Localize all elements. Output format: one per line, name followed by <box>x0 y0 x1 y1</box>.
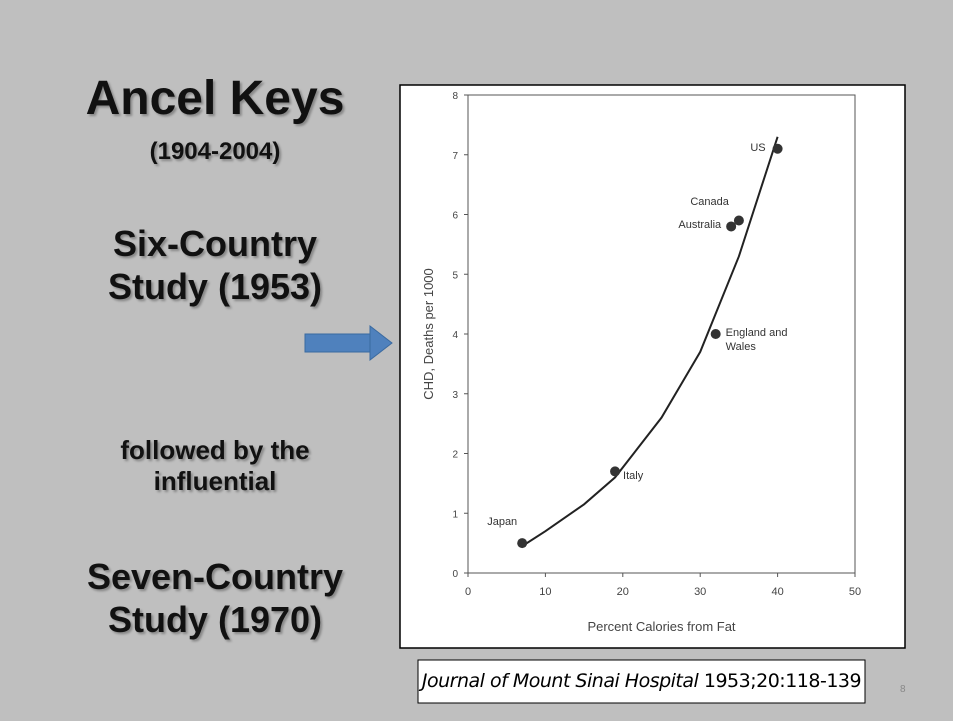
point-label: US <box>750 141 766 154</box>
point <box>517 538 528 549</box>
transition: followed by the influential <box>120 435 310 497</box>
point <box>610 466 621 477</box>
x-tick-label: 0 <box>465 586 471 598</box>
dates: (1904-2004) <box>149 138 281 165</box>
reference: 1953;20:118-139 <box>703 670 862 692</box>
y-axis-label: CHD, Deaths per 1000 <box>421 268 436 400</box>
point <box>726 221 737 232</box>
y-tick-label: 0 <box>452 569 458 580</box>
x-tick-label: 20 <box>617 586 629 598</box>
x-tick-label: 40 <box>771 586 783 598</box>
chart-frame <box>399 84 906 649</box>
slide-title: Ancel Keys <box>85 72 345 125</box>
y-tick-label: 1 <box>452 509 458 520</box>
y-tick-label: 6 <box>452 211 458 222</box>
arrow-body <box>304 333 371 353</box>
citation: Journal of Mount Sinai Hospital 1953;20:… <box>418 660 865 703</box>
point-label: Canada <box>690 196 729 209</box>
fit-curve <box>521 136 779 547</box>
point-label: England and Wales <box>725 327 788 354</box>
y-tick-label: 5 <box>452 270 458 281</box>
point <box>710 329 721 339</box>
x-tick-label: 30 <box>694 586 706 598</box>
study1: Six-Country Study (1953) <box>107 223 323 308</box>
study2: Seven-Country Study (1970) <box>86 556 344 641</box>
x-tick-label: 10 <box>539 586 551 598</box>
y-tick-label: 7 <box>452 151 458 162</box>
x-tick-label: 50 <box>849 586 861 598</box>
x-axis-label: Percent Calories from Fat <box>587 619 735 634</box>
citation-box <box>417 659 866 704</box>
journal: Journal of Mount Sinai Hospital <box>421 670 699 692</box>
y-tick-label: 2 <box>452 450 458 461</box>
arrow-head <box>369 324 393 362</box>
point-label: Australia <box>678 219 722 232</box>
point <box>772 143 783 154</box>
point-label: Japan <box>487 516 518 529</box>
page-number: 8 <box>900 684 906 695</box>
point-label: Italy <box>623 470 644 483</box>
y-tick-label: 8 <box>452 91 458 102</box>
y-tick-label: 3 <box>452 390 458 401</box>
point <box>733 215 744 226</box>
y-tick-label: 4 <box>452 330 458 341</box>
